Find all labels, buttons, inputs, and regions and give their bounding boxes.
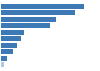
Bar xyxy=(1,23,50,28)
Bar xyxy=(1,36,21,41)
Bar xyxy=(1,43,17,48)
Bar xyxy=(1,56,7,61)
Bar xyxy=(1,49,13,54)
Bar xyxy=(1,10,75,15)
Bar xyxy=(1,17,56,22)
Bar xyxy=(1,30,23,35)
Bar xyxy=(1,4,84,9)
Bar xyxy=(1,62,4,67)
